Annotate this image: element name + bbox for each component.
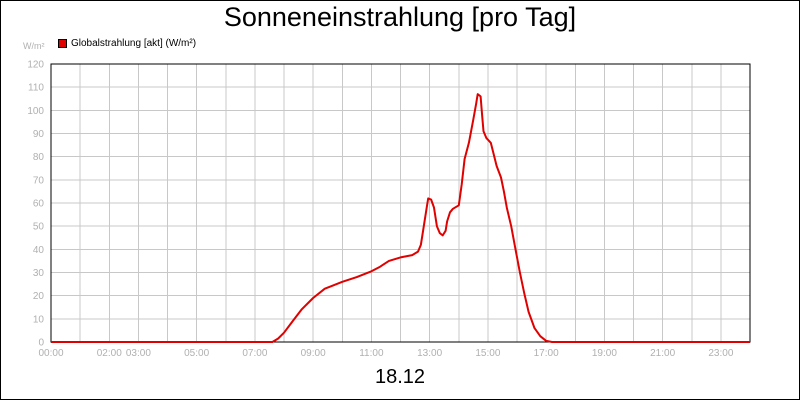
x-tick-label: 05:00 [184,348,209,359]
y-tick-label: 20 [33,291,45,302]
series-line [51,93,750,343]
date-label: 18.12 [374,366,426,388]
y-tick-label: 60 [33,199,45,210]
x-tick-label: 19:00 [592,348,617,359]
y-tick-label: 50 [33,222,45,233]
x-tick-label: 13:00 [417,348,442,359]
y-tick-label: 70 [33,175,45,186]
y-tick-label: 30 [33,268,45,279]
x-tick-label: 23:00 [708,348,733,359]
x-tick-label: 07:00 [242,348,267,359]
x-tick-label: 09:00 [301,348,326,359]
y-tick-label: 80 [33,152,45,163]
x-tick-label: 17:00 [534,348,559,359]
x-tick-label: 00:00 [38,348,63,359]
y-tick-label: 100 [27,106,44,117]
y-unit-label: W/m² [23,41,45,51]
legend-swatch [58,39,67,48]
y-tick-label: 10 [33,314,45,325]
x-tick-label: 15:00 [475,348,500,359]
chart-title: Sonneneinstrahlung [pro Tag] [223,2,577,32]
y-tick-label: 40 [33,245,45,256]
legend: Globalstrahlung [akt] (W/m²) [58,38,196,49]
y-tick-label: 0 [38,338,44,349]
y-tick-label: 110 [28,83,44,94]
legend-label: Globalstrahlung [akt] (W/m²) [71,38,197,49]
x-tick-label: 02:00 [97,348,122,359]
x-tick-label: 21:00 [650,348,675,359]
y-tick-label: 90 [33,129,45,140]
x-tick-label: 03:00 [126,348,151,359]
y-tick-label: 120 [27,60,44,71]
plot-border [50,63,751,343]
x-tick-label: 11:00 [359,348,384,359]
